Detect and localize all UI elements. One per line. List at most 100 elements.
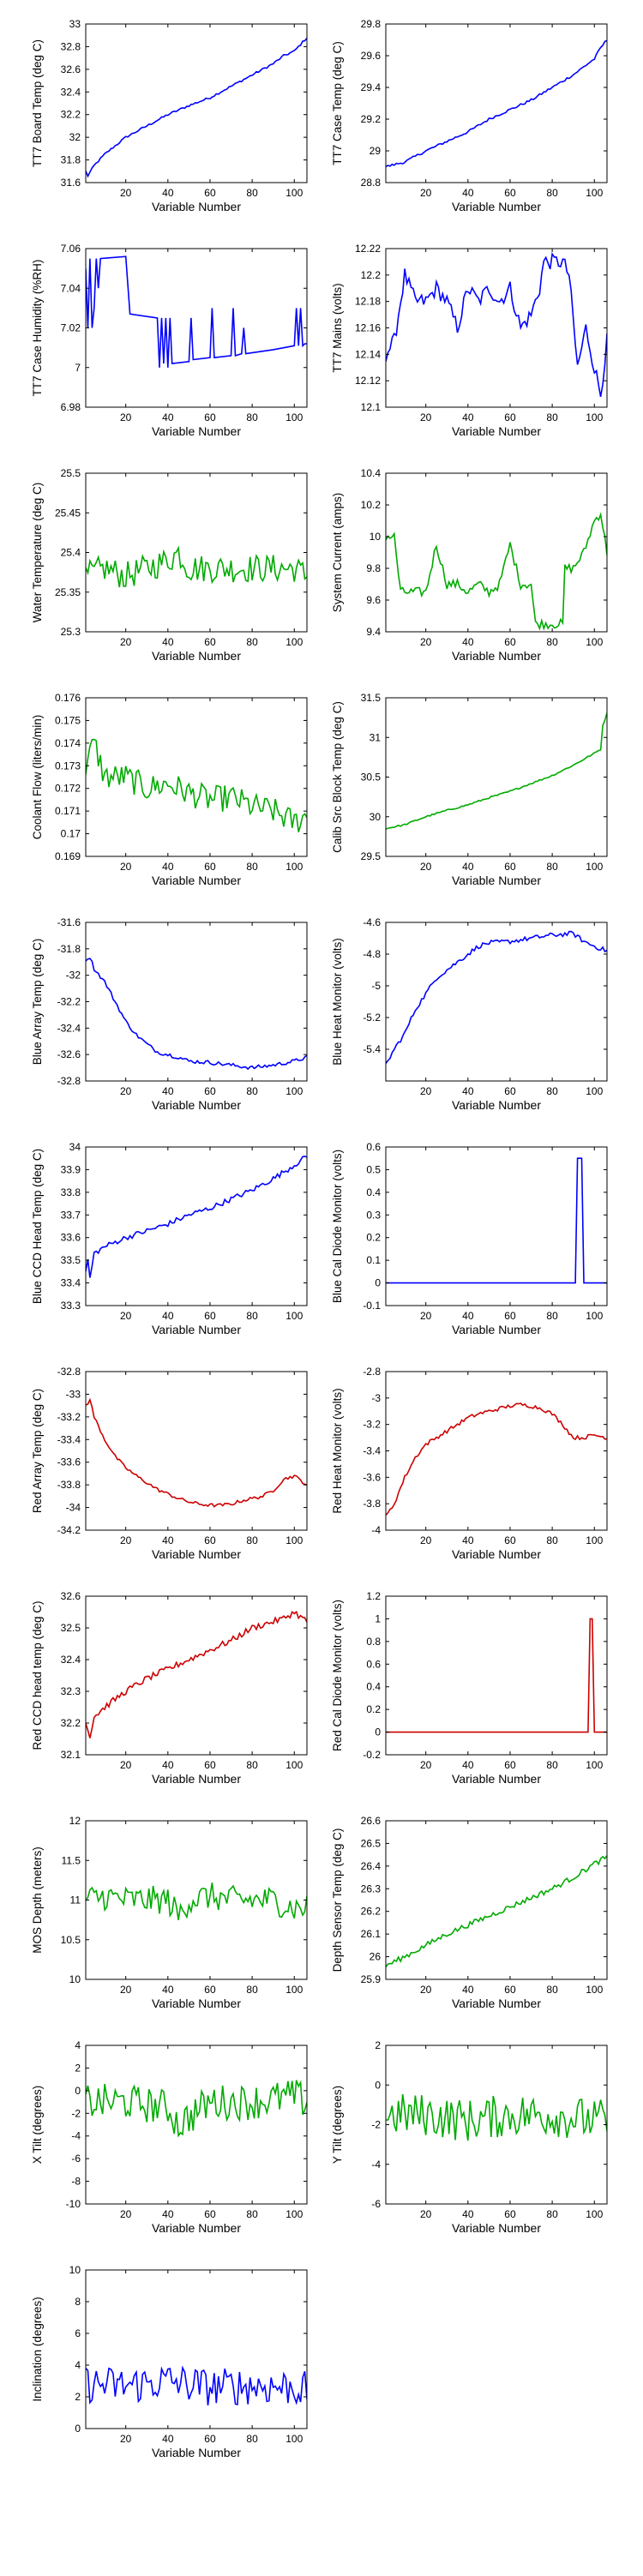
- x-tick-label: 20: [420, 2208, 432, 2220]
- y-axis-label: Inclination (degrees): [31, 2297, 44, 2401]
- x-tick-label: 40: [162, 411, 174, 423]
- y-tick-label: 12.18: [355, 296, 381, 308]
- y-tick-label: 34: [69, 1141, 81, 1153]
- y-tick-label: 32.2: [61, 1717, 81, 1729]
- x-axis-label: Variable Number: [152, 874, 241, 887]
- y-tick-label: 33: [69, 18, 81, 30]
- y-axis-label: Blue Array Temp (deg C): [31, 939, 44, 1066]
- y-tick-label: 26.3: [361, 1882, 382, 1894]
- series-line: [86, 1156, 307, 1278]
- y-tick-label: 25.5: [61, 467, 81, 479]
- y-tick-label: 33.6: [61, 1232, 81, 1244]
- x-tick-label: 100: [586, 636, 603, 648]
- x-tick-label: 80: [246, 636, 258, 648]
- y-tick-label: 0.2: [366, 1232, 381, 1244]
- y-tick-label: 10: [69, 1973, 81, 1985]
- x-tick-label: 40: [462, 1085, 474, 1097]
- y-tick-label: 0.173: [55, 760, 81, 772]
- y-tick-label: 31.8: [61, 154, 81, 166]
- x-tick-label: 80: [246, 1310, 258, 1322]
- series-line: [86, 2080, 307, 2138]
- y-tick-label: 12.14: [355, 348, 381, 360]
- x-tick-label: 100: [285, 1984, 303, 1996]
- chart-panel-21: 20 40 60 80 100 0 2 4 6 8 10 Variable Number Inclina…: [31, 2264, 308, 2459]
- y-tick-label: 0.6: [366, 1141, 381, 1153]
- chart-panel-4: 20 40 60 80 100 12.1 12.12 12.14 12.16 12.18 12.2 1…: [331, 243, 608, 438]
- plot-area: [385, 697, 608, 857]
- x-tick-label: 40: [462, 636, 474, 648]
- x-tick-label: 100: [285, 1310, 303, 1322]
- y-tick-label: -3.4: [363, 1445, 381, 1457]
- y-tick-label: 2: [75, 2062, 81, 2074]
- x-tick-label: 100: [586, 1759, 603, 1771]
- x-tick-label: 60: [504, 411, 516, 423]
- chart-panel-20: 20 40 60 80 100 -6 -4 -2 0 2 Variable Number Y Tilt…: [331, 2039, 608, 2235]
- y-tick-label: 0.4: [366, 1681, 381, 1693]
- y-tick-label: 11.5: [62, 1854, 81, 1866]
- x-tick-label: 80: [546, 187, 558, 199]
- x-tick-label: 80: [246, 2208, 258, 2220]
- plot-area: [85, 472, 308, 633]
- plot-area: [385, 922, 608, 1082]
- x-tick-label: 40: [462, 411, 474, 423]
- y-axis-label: Calib Src Block Temp (deg C): [331, 701, 344, 853]
- y-tick-label: 0.4: [366, 1186, 381, 1198]
- y-axis-label: Y Tilt (degrees): [331, 2086, 344, 2164]
- y-tick-label: 2: [75, 2391, 81, 2403]
- x-tick-label: 80: [546, 1310, 558, 1322]
- plot-area: [85, 1371, 308, 1531]
- x-axis-label: Variable Number: [152, 1547, 241, 1561]
- series-line: [86, 545, 307, 588]
- x-tick-label: 20: [420, 411, 432, 423]
- x-axis-label: Variable Number: [452, 200, 541, 213]
- series-line: [386, 1855, 607, 1968]
- y-tick-label: 32.4: [61, 1654, 81, 1666]
- y-tick-label: -0.2: [363, 1749, 381, 1761]
- y-tick-label: -5.2: [363, 1012, 381, 1024]
- chart-panel-14: 20 40 60 80 100 -4 -3.8 -3.6 -3.4 -3.2 -3 -2.8 Varia…: [331, 1366, 608, 1561]
- y-tick-label: 10.2: [361, 499, 382, 511]
- y-tick-label: 29.5: [361, 850, 382, 862]
- y-axis-label: Coolant Flow (liters/min): [31, 715, 44, 840]
- y-tick-label: 32.3: [61, 1685, 81, 1697]
- series-line: [86, 1397, 307, 1508]
- x-axis-label: Variable Number: [152, 1997, 241, 2010]
- x-tick-label: 100: [586, 1310, 603, 1322]
- x-tick-label: 60: [204, 2433, 216, 2445]
- y-axis-label: TT7 Case Humidity (%RH): [31, 260, 44, 397]
- y-tick-label: 0.17: [61, 828, 81, 840]
- x-tick-label: 100: [586, 411, 603, 423]
- y-tick-label: 12.2: [361, 269, 382, 281]
- plot-area: [85, 23, 308, 183]
- x-tick-label: 100: [586, 1085, 603, 1097]
- x-tick-label: 40: [462, 1534, 474, 1546]
- y-tick-label: 32.2: [61, 109, 81, 121]
- y-tick-label: -3: [371, 1392, 381, 1404]
- x-axis-label: Variable Number: [152, 1772, 241, 1786]
- x-tick-label: 80: [246, 2433, 258, 2445]
- y-tick-label: -32.2: [57, 996, 81, 1008]
- x-tick-label: 40: [162, 636, 174, 648]
- series-line: [386, 1618, 607, 1733]
- x-tick-label: 40: [462, 861, 474, 873]
- x-tick-label: 20: [120, 1759, 132, 1771]
- y-tick-label: 26: [370, 1951, 382, 1963]
- x-tick-label: 20: [420, 187, 432, 199]
- y-tick-label: -4: [371, 2159, 381, 2171]
- x-axis-label: Variable Number: [152, 1098, 241, 1112]
- y-tick-label: 12: [69, 1815, 81, 1827]
- plot-area: [85, 248, 308, 408]
- y-tick-label: -4: [371, 1524, 381, 1536]
- x-tick-label: 60: [504, 1534, 516, 1546]
- y-tick-label: 0.1: [366, 1254, 381, 1266]
- y-tick-label: 33.8: [61, 1186, 81, 1198]
- y-tick-label: -2: [71, 2107, 81, 2119]
- x-tick-label: 40: [162, 1759, 174, 1771]
- y-tick-label: 4: [75, 2359, 81, 2371]
- chart-panel-16: 20 40 60 80 100 -0.2 0 0.2 0.4 0.6 0.8 1 1.2 Variable…: [331, 1590, 608, 1786]
- y-tick-label: 29: [370, 145, 382, 157]
- y-tick-label: 10.4: [361, 467, 382, 479]
- x-tick-label: 80: [546, 1534, 558, 1546]
- y-axis-label: TT7 Mains (volts): [331, 283, 344, 372]
- x-tick-label: 100: [285, 187, 303, 199]
